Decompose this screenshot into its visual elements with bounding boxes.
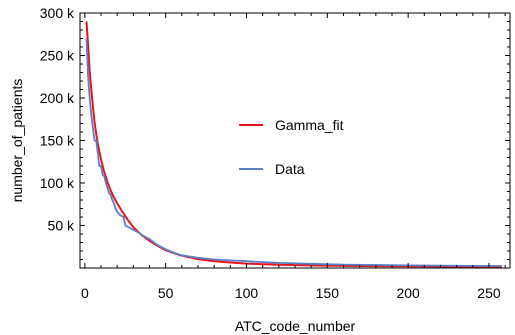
y-tick-label: 300 k [40, 5, 75, 21]
y-axis-label: number_of_patients [9, 79, 25, 203]
y-tick-label: 250 k [40, 48, 75, 64]
x-tick-label: 200 [396, 285, 420, 301]
x-tick-label: 50 [158, 285, 174, 301]
y-tick-label: 200 k [40, 90, 75, 106]
x-axis-label: ATC_code_number [235, 318, 356, 334]
legend-label-data: Data [275, 161, 305, 177]
x-tick-label: 100 [235, 285, 259, 301]
plot-frame [79, 12, 511, 269]
x-tick-label: 150 [316, 285, 340, 301]
y-tick-label: 50 k [48, 218, 75, 234]
x-tick-label: 250 [477, 285, 501, 301]
series-line-data [85, 38, 502, 267]
x-tick-label: 0 [81, 285, 89, 301]
legend-label-gamma-fit: Gamma_fit [275, 117, 344, 133]
legend: Gamma_fit Data [239, 117, 344, 177]
y-tick-label: 150 k [40, 133, 75, 149]
y-tick-label: 100 k [40, 175, 75, 191]
series-line-gamma-fit [85, 21, 502, 268]
